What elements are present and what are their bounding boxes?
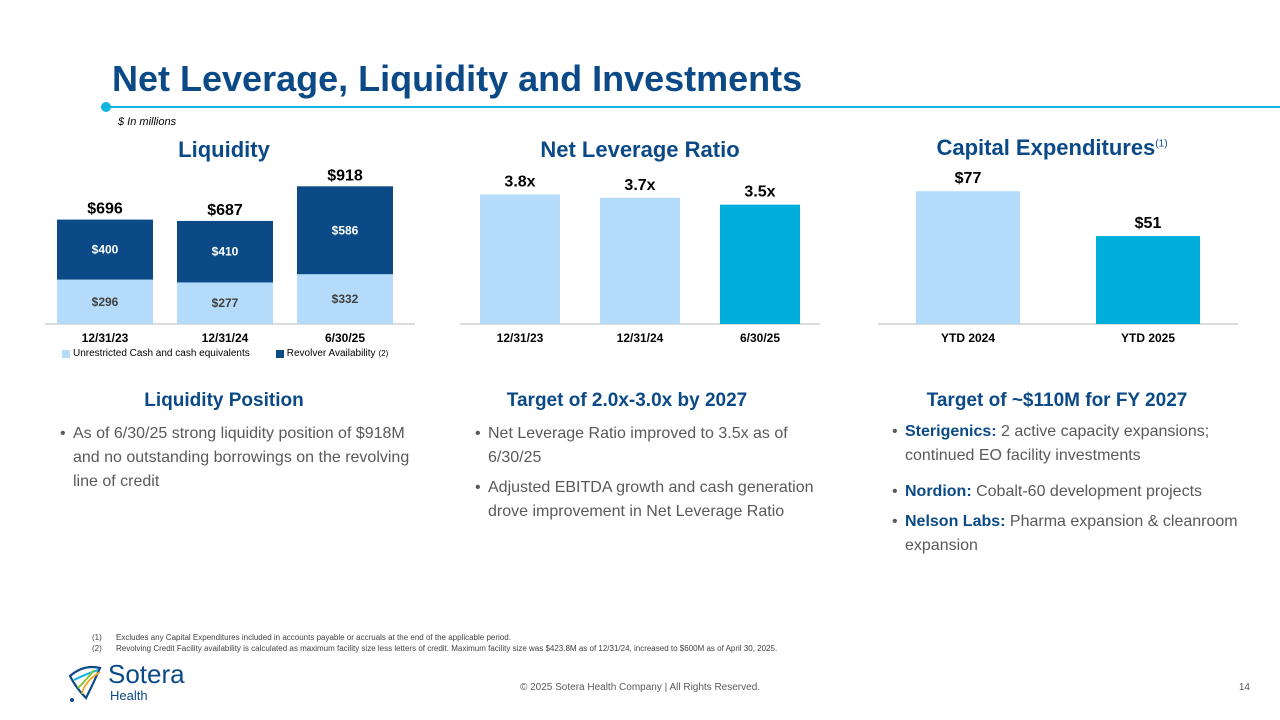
data-label-revolver: $400 — [92, 243, 119, 257]
capex-target-heading: Target of ~$110M for FY 2027 — [926, 390, 1188, 411]
logo-subtitle: Health — [110, 688, 148, 703]
leverage-bullet: Adjusted EBITDA growth and cash generati… — [475, 476, 820, 524]
x-tick-label: 12/31/24 — [202, 331, 249, 345]
bar-leverage — [720, 204, 800, 324]
bar-revolver — [177, 220, 273, 283]
legend-label-cash: Unrestricted Cash and cash equivalents — [73, 348, 250, 359]
legend-swatch-cash — [62, 349, 70, 358]
capex-bullet-label: Sterigenics: — [905, 423, 997, 440]
leverage-bullet: Net Leverage Ratio improved to 3.5x as o… — [475, 422, 820, 470]
footnote: (2) Revolving Credit Facility availabilit… — [92, 643, 777, 654]
copyright: © 2025 Sotera Health Company | All Right… — [519, 682, 761, 693]
data-label-capex: $77 — [955, 170, 982, 187]
capex-bullet-text: Pharma expansion & cleanroom expansion — [905, 513, 1238, 554]
liquidity-bullet: As of 6/30/25 strong liquidity position … — [60, 422, 420, 494]
data-label-total: $918 — [327, 167, 363, 184]
data-label-total: $696 — [87, 201, 123, 218]
liquidity-chart: $296 $400 $696 12/31/23 $277 $410 $687 12/31/24… — [45, 167, 415, 345]
bar-cash — [57, 279, 153, 324]
liquidity-legend: Unrestricted Cash and cash equivalents R… — [62, 348, 388, 359]
bar-revolver — [57, 219, 153, 280]
data-label-revolver: $586 — [332, 223, 359, 237]
data-label-total: $687 — [207, 202, 243, 219]
footnote-number: (1) — [92, 633, 102, 642]
capex-bullet-sterigenics: Sterigenics: 2 active capacity expansion… — [892, 420, 1252, 468]
capex-bullet-label: Nordion: — [905, 483, 972, 500]
logo-name: Sotera — [108, 659, 185, 689]
data-label-leverage: 3.7x — [624, 177, 655, 194]
footnote-text: Excludes any Capital Expenditures includ… — [116, 633, 511, 642]
bar-capex — [1096, 236, 1200, 324]
footnote: (1) Excludes any Capital Expenditures inc… — [92, 632, 777, 643]
data-label-cash: $277 — [212, 296, 239, 310]
page-number: 14 — [1238, 682, 1250, 693]
x-tick-label: 12/31/23 — [82, 331, 129, 345]
legend-item-revolver: Revolver Availability (2) — [275, 348, 389, 359]
leverage-bullets: Net Leverage Ratio improved to 3.5x as o… — [475, 422, 820, 530]
legend-item-cash: Unrestricted Cash and cash equivalents — [62, 348, 250, 359]
liquidity-position-heading: Liquidity Position — [144, 390, 304, 411]
bar-leverage — [600, 197, 680, 324]
data-label-cash: $296 — [92, 295, 119, 309]
bar-cash — [177, 282, 273, 324]
revolver-footnote-ref: (2) — [378, 349, 389, 358]
capex-chart-title: Capital Expenditures(1) — [936, 135, 1168, 160]
capex-bullet-nordion: Nordion: Cobalt-60 development projects — [892, 480, 1252, 504]
leverage-chart-title: Net Leverage Ratio — [540, 137, 740, 162]
legend-swatch-revolver — [275, 349, 284, 358]
capex-bullets: Sterigenics: 2 active capacity expansion… — [892, 420, 1252, 564]
data-label-leverage: 3.8x — [504, 173, 535, 190]
x-tick-label: 12/31/23 — [497, 331, 544, 345]
bar-cash — [297, 274, 393, 324]
bar-leverage — [480, 194, 560, 324]
x-tick-label: YTD 2024 — [941, 331, 995, 345]
capex-bullet-text: Cobalt-60 development projects — [971, 483, 1203, 500]
capex-bullet-nelson: Nelson Labs: Pharma expansion & cleanroo… — [892, 510, 1252, 558]
liquidity-chart-title: Liquidity — [178, 137, 270, 162]
footnote-number: (2) — [92, 644, 102, 653]
data-label-revolver: $410 — [212, 245, 239, 259]
data-label-capex: $51 — [1135, 215, 1162, 232]
capex-bullet-label: Nelson Labs: — [905, 513, 1006, 530]
sotera-health-logo-icon — [68, 665, 102, 702]
legend-label-revolver: Revolver Availability — [286, 348, 376, 359]
units-note: $ In millions — [118, 116, 177, 128]
leverage-chart: 3.8x 12/31/23 3.7x 12/31/24 3.5x 6/30/25 — [460, 173, 820, 345]
footnotes: (1) Excludes any Capital Expenditures inc… — [92, 632, 777, 654]
bar-revolver — [297, 186, 393, 275]
data-label-leverage: 3.5x — [744, 184, 775, 201]
bar-capex — [916, 191, 1020, 324]
page-title: Net Leverage, Liquidity and Investments — [112, 58, 803, 99]
leverage-target-heading: Target of 2.0x-3.0x by 2027 — [506, 390, 748, 411]
capex-footnote-ref: (1) — [1155, 138, 1168, 150]
capex-chart: $77 YTD 2024 $51 YTD 2025 — [878, 170, 1238, 345]
capex-bullet-text: 2 active capacity expansions; continued … — [905, 423, 1210, 464]
x-tick-label: 6/30/25 — [740, 331, 780, 345]
data-label-cash: $332 — [332, 292, 359, 306]
x-tick-label: 6/30/25 — [325, 331, 365, 345]
x-tick-label: YTD 2025 — [1121, 331, 1175, 345]
title-rule — [106, 106, 1280, 108]
footnote-text: Revolving Credit Facility availability i… — [116, 644, 778, 653]
liquidity-bullets: As of 6/30/25 strong liquidity position … — [60, 422, 420, 500]
x-tick-label: 12/31/24 — [617, 331, 664, 345]
